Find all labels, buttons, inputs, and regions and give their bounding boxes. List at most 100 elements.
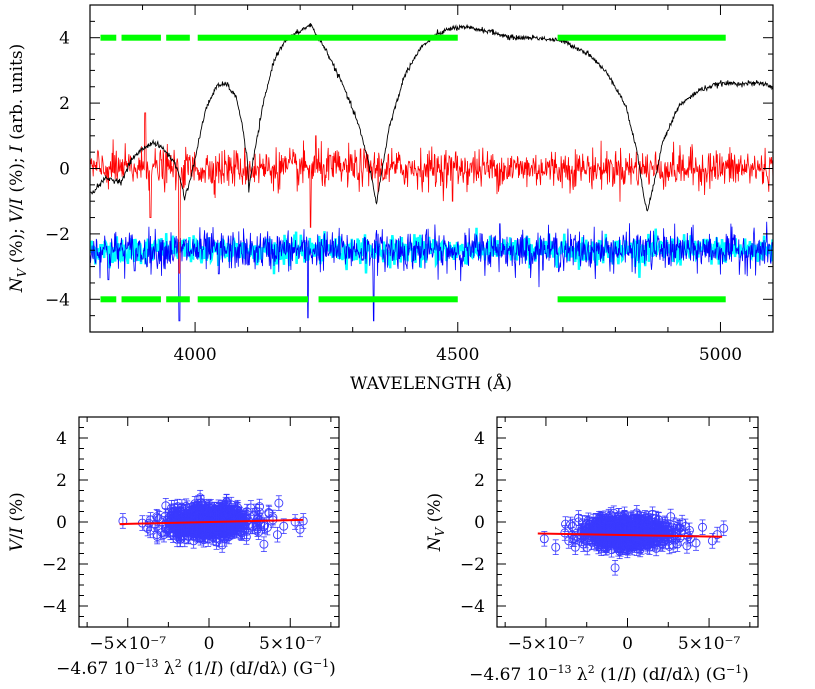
data-point bbox=[181, 521, 191, 531]
data-point bbox=[170, 525, 180, 534]
data-point bbox=[632, 543, 642, 553]
data-point bbox=[719, 523, 729, 533]
spectrum-plot-frame bbox=[89, 4, 774, 333]
null-x-tick-labels: −5×10⁻⁷ 0 5×10⁻⁷ bbox=[508, 634, 741, 654]
stokes-v-fit-line bbox=[119, 518, 304, 526]
data-point bbox=[611, 523, 621, 533]
spectrum-y-tick-label: 0 bbox=[59, 160, 70, 180]
data-point bbox=[165, 527, 175, 537]
spectrum-x-tick-label: 4000 bbox=[173, 345, 216, 365]
spectrum-x-tick-label: 5000 bbox=[699, 345, 742, 365]
null-n-series bbox=[90, 221, 773, 322]
spectrum-panel: 4000 4500 5000 −4 −2 0 2 4 WAVELENGTH (Å) NV (… bbox=[7, 4, 774, 394]
data-point bbox=[199, 535, 209, 545]
data-point bbox=[587, 537, 597, 547]
spectrum-ticks bbox=[89, 4, 774, 333]
data-point bbox=[220, 504, 229, 513]
stokes-v-y-tick-label: 2 bbox=[56, 471, 67, 491]
data-point bbox=[274, 498, 284, 508]
spectrum-y-tick-labels: −4 −2 0 2 4 bbox=[45, 29, 70, 311]
stokes-v-points-layer bbox=[118, 489, 308, 553]
stokes-v-y-tick-label: 4 bbox=[56, 429, 67, 449]
null-plot-frame bbox=[496, 416, 759, 628]
data-point bbox=[190, 528, 200, 538]
data-point bbox=[596, 517, 606, 527]
null-regression-panel: −5×10⁻⁷ 0 5×10⁻⁷ −4 −2 0 2 4 −4.67 10−13 λ2 (1… bbox=[425, 416, 759, 685]
data-point bbox=[203, 524, 213, 534]
data-point bbox=[253, 513, 262, 523]
data-point bbox=[573, 532, 583, 542]
data-point bbox=[242, 526, 252, 536]
upper-mask-segment bbox=[166, 34, 190, 41]
data-point bbox=[564, 536, 574, 546]
data-point bbox=[264, 509, 274, 519]
data-point bbox=[605, 528, 615, 538]
data-point bbox=[161, 501, 171, 511]
data-point bbox=[606, 510, 616, 520]
data-point bbox=[602, 542, 612, 552]
data-point bbox=[560, 528, 570, 538]
spectrum-y-tick-label: 2 bbox=[59, 94, 70, 114]
data-point bbox=[566, 520, 575, 529]
data-point bbox=[539, 534, 549, 544]
stokes-v-x-axis-label: −4.67 10−13 λ2 (1/I) (dI/dλ) (G−1) bbox=[56, 657, 336, 679]
data-point bbox=[685, 525, 694, 535]
lower-mask-segment bbox=[197, 296, 309, 303]
data-point bbox=[712, 530, 722, 540]
stokes-v-series bbox=[90, 112, 773, 274]
null-y-axis-label: NV (%) bbox=[425, 493, 447, 552]
lower-mask-segment bbox=[121, 296, 161, 303]
stokes-v-y-axis-label: V/I (%) bbox=[7, 492, 27, 552]
data-point bbox=[666, 512, 676, 522]
null-y-tick-label: 2 bbox=[474, 471, 485, 491]
stokes-v-y-tick-label: −2 bbox=[42, 555, 67, 575]
spectrum-series-layer bbox=[90, 23, 773, 322]
data-point bbox=[691, 538, 701, 548]
data-point bbox=[669, 520, 679, 530]
data-point bbox=[616, 535, 626, 545]
null-x-axis-label: −4.67 10−13 λ2 (1/I) (dI/dλ) (G−1) bbox=[469, 663, 749, 685]
spectrum-x-tick-labels: 4000 4500 5000 bbox=[173, 345, 742, 365]
data-point bbox=[582, 543, 592, 552]
data-point bbox=[279, 521, 289, 531]
data-point bbox=[674, 523, 684, 533]
data-point bbox=[295, 524, 305, 534]
stokes-v-regression-panel: −5×10⁻⁷ 0 5×10⁻⁷ −4 −2 0 2 4 −4.67 10−13 λ2 (1… bbox=[7, 416, 340, 679]
upper-mask-segment bbox=[121, 34, 161, 41]
upper-mask-segment bbox=[197, 34, 458, 41]
data-point bbox=[159, 530, 169, 540]
lower-mask-segment bbox=[166, 296, 190, 303]
data-point bbox=[180, 508, 190, 518]
data-point bbox=[561, 519, 570, 529]
data-point bbox=[249, 511, 259, 521]
lower-mask-segment bbox=[557, 296, 726, 303]
data-point bbox=[272, 530, 282, 540]
data-point bbox=[143, 524, 153, 533]
stokes-v-x-tick-labels: −5×10⁻⁷ 0 5×10⁻⁷ bbox=[89, 634, 321, 654]
lower-mask-segment bbox=[318, 296, 458, 303]
null-y-tick-label: 0 bbox=[474, 513, 485, 533]
data-point bbox=[621, 524, 631, 533]
stokes-v-x-tick-label: 0 bbox=[204, 634, 215, 654]
data-point bbox=[698, 522, 707, 532]
lower-mask-segment bbox=[100, 296, 117, 303]
null-x-tick-label: −5×10⁻⁷ bbox=[508, 634, 585, 654]
stokes-v-y-tick-labels: −4 −2 0 2 4 bbox=[42, 429, 67, 617]
data-point bbox=[620, 509, 629, 519]
data-point bbox=[574, 513, 584, 523]
null-y-tick-labels: −4 −2 0 2 4 bbox=[460, 429, 485, 617]
data-point bbox=[248, 521, 258, 531]
intensity-series bbox=[90, 23, 773, 212]
data-point bbox=[668, 540, 678, 550]
spectrum-x-axis-label: WAVELENGTH (Å) bbox=[350, 373, 512, 394]
data-point bbox=[570, 542, 580, 552]
data-point bbox=[657, 539, 667, 549]
data-point bbox=[646, 517, 656, 527]
null-x-tick-label: 5×10⁻⁷ bbox=[678, 634, 741, 654]
data-point bbox=[641, 532, 651, 542]
null-fit-line bbox=[537, 532, 723, 538]
spectrum-y-tick-label: −2 bbox=[45, 225, 70, 245]
data-point bbox=[643, 519, 653, 529]
upper-mask-segment bbox=[557, 34, 726, 41]
